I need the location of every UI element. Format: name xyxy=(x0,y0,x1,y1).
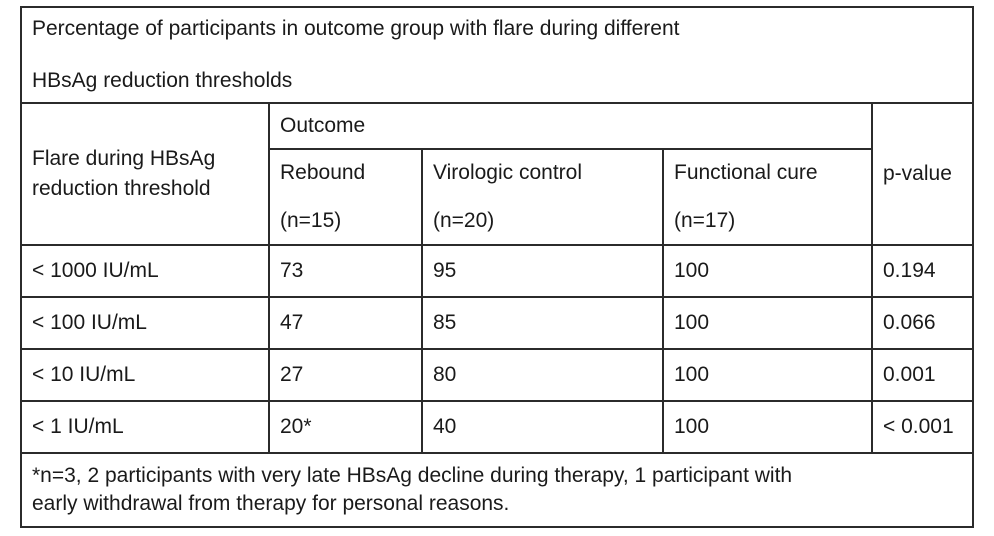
threshold-cell: < 1000 IU/mL xyxy=(20,244,270,298)
header-outcome: Outcome xyxy=(268,102,873,150)
flare-outcome-table: Percentage of participants in outcome gr… xyxy=(20,6,974,528)
header-virologic-control: Virologic control (n=20) xyxy=(421,148,664,246)
threshold-cell: < 10 IU/mL xyxy=(20,348,270,402)
table-title-line2: HBsAg reduction thresholds xyxy=(32,69,293,92)
p-value-cell: < 0.001 xyxy=(871,400,974,454)
footnote-line2: early withdrawal from therapy for person… xyxy=(32,492,510,515)
footnote-row: *n=3, 2 participants with very late HBsA… xyxy=(20,452,974,528)
virologic-control-cell: 85 xyxy=(421,296,664,350)
p-value-cell: 0.066 xyxy=(871,296,974,350)
table-row: < 1 IU/mL 20* 40 100 < 0.001 xyxy=(20,400,974,454)
table-row: < 10 IU/mL 27 80 100 0.001 xyxy=(20,348,974,402)
rebound-cell: 20* xyxy=(268,400,423,454)
table-row: < 1000 IU/mL 73 95 100 0.194 xyxy=(20,244,974,298)
functional-cure-cell: 100 xyxy=(662,400,873,454)
table-title-line1: Percentage of participants in outcome gr… xyxy=(32,17,680,40)
header-p-value: p-value xyxy=(871,102,974,246)
header-functional-cure-n: (n=17) xyxy=(674,209,736,232)
header-rebound-n: (n=15) xyxy=(280,209,342,232)
virologic-control-cell: 40 xyxy=(421,400,664,454)
table-title: Percentage of participants in outcome gr… xyxy=(20,6,974,104)
table-figure: Percentage of participants in outcome gr… xyxy=(20,6,974,528)
p-value-cell: 0.001 xyxy=(871,348,974,402)
functional-cure-cell: 100 xyxy=(662,296,873,350)
functional-cure-cell: 100 xyxy=(662,244,873,298)
table-title-row: Percentage of participants in outcome gr… xyxy=(20,6,974,104)
functional-cure-cell: 100 xyxy=(662,348,873,402)
header-subrow: Rebound (n=15) Virologic control (n=20) … xyxy=(21,148,973,246)
header-virologic-control-label: Virologic control xyxy=(433,161,583,184)
virologic-control-cell: 80 xyxy=(421,348,664,402)
threshold-cell: < 1 IU/mL xyxy=(20,400,270,454)
header-rebound: Rebound (n=15) xyxy=(268,148,423,246)
threshold-cell: < 100 IU/mL xyxy=(20,296,270,350)
header-rebound-label: Rebound xyxy=(280,161,366,184)
footnote: *n=3, 2 participants with very late HBsA… xyxy=(20,452,974,528)
p-value-cell: 0.194 xyxy=(871,244,974,298)
header-flare-threshold: Flare during HBsAg reduction threshold xyxy=(20,102,270,246)
header-group-row: Flare during HBsAg reduction threshold O… xyxy=(20,102,974,246)
header-virologic-control-n: (n=20) xyxy=(433,209,495,232)
footnote-line1: *n=3, 2 participants with very late HBsA… xyxy=(32,463,793,487)
table-row: < 100 IU/mL 47 85 100 0.066 xyxy=(20,296,974,350)
rebound-cell: 73 xyxy=(268,244,423,298)
rebound-cell: 27 xyxy=(268,348,423,402)
rebound-cell: 47 xyxy=(268,296,423,350)
header-functional-cure-label: Functional cure xyxy=(674,161,818,184)
virologic-control-cell: 95 xyxy=(421,244,664,298)
header-functional-cure: Functional cure (n=17) xyxy=(662,148,873,246)
